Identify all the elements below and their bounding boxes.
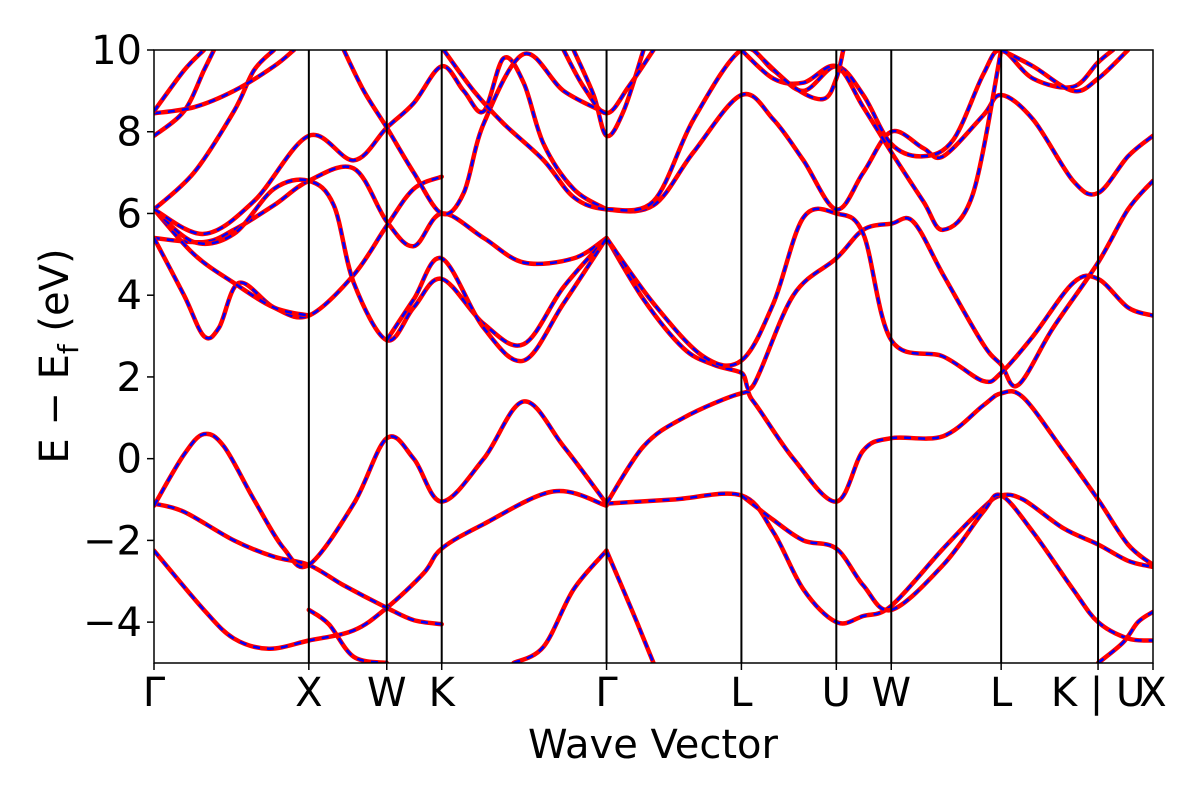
plot-area-background [154, 50, 1153, 663]
band-2-blue-dashed [154, 400, 608, 569]
y-axis-label-main: E − E [32, 354, 78, 464]
band-29-blue-dashed [752, 50, 845, 101]
y-axis-label-subscript: f [52, 343, 85, 354]
band-22-blue-dashed [342, 50, 608, 216]
x-tick-label-0: Γ [143, 670, 166, 716]
band-26-blue-dashed [562, 50, 655, 115]
x-tick-label-1: X [295, 670, 322, 716]
y-axis-ticks: −4 −2 0 2 4 6 8 10 [83, 28, 154, 646]
band-3-blue-dashed [308, 608, 388, 663]
band-10-blue-dashed [605, 179, 1153, 391]
band-24-blue-dashed [606, 50, 1114, 212]
y-tick-label-4: 4 [117, 273, 142, 319]
band-20-blue-dashed [154, 50, 205, 113]
y-tick-label-0: −4 [83, 600, 142, 646]
band-9-blue-dashed [1097, 610, 1153, 663]
band-16-blue-dashed [385, 237, 608, 363]
band-7-blue-dashed [513, 549, 608, 663]
y-tick-label-2: 0 [117, 437, 142, 483]
band-8-red [739, 492, 1153, 643]
high-symmetry-lines [307, 50, 1100, 663]
plot-frame [153, 49, 1154, 664]
band-14-blue-dashed [154, 208, 310, 317]
band-1-blue-dashed [154, 502, 442, 626]
y-tick-label-1: −2 [83, 518, 142, 564]
band-11-blue-dashed [605, 207, 1153, 384]
band-6-blue-dashed [605, 550, 655, 663]
x-tick-label-10: X [1139, 670, 1166, 716]
y-axis-label-unit: (eV) [32, 248, 78, 344]
band-18-blue-dashed [154, 50, 216, 137]
x-tick-label-4: Γ [595, 670, 618, 716]
x-tick-label-5: L [730, 670, 753, 716]
band-17-blue-dashed [154, 50, 275, 211]
x-tick-label-9: K | U [1051, 670, 1145, 716]
y-tick-label-7: 10 [91, 28, 142, 74]
band-4-blue-dashed [606, 492, 1153, 625]
y-tick-label-6: 8 [117, 110, 142, 156]
y-axis-label: E − Ef (eV) [32, 248, 85, 463]
band-5-blue-dashed [605, 389, 1153, 566]
x-axis-label: Wave Vector [528, 722, 779, 768]
x-tick-label-3: K [429, 670, 457, 716]
x-tick-label-2: W [367, 670, 407, 716]
x-tick-label-6: U [822, 670, 851, 716]
y-tick-label-3: 2 [117, 355, 142, 401]
band-21-blue-dashed [154, 56, 608, 236]
band-25-blue-dashed [572, 50, 645, 138]
band-15-blue-dashed [154, 178, 608, 347]
x-tick-label-7: W [871, 670, 911, 716]
band-19-blue-dashed [154, 50, 295, 115]
band-28-red [998, 50, 1131, 94]
y-tick-label-5: 6 [117, 191, 142, 237]
band-0-blue-dashed [154, 489, 607, 650]
x-tick-label-8: L [990, 670, 1013, 716]
